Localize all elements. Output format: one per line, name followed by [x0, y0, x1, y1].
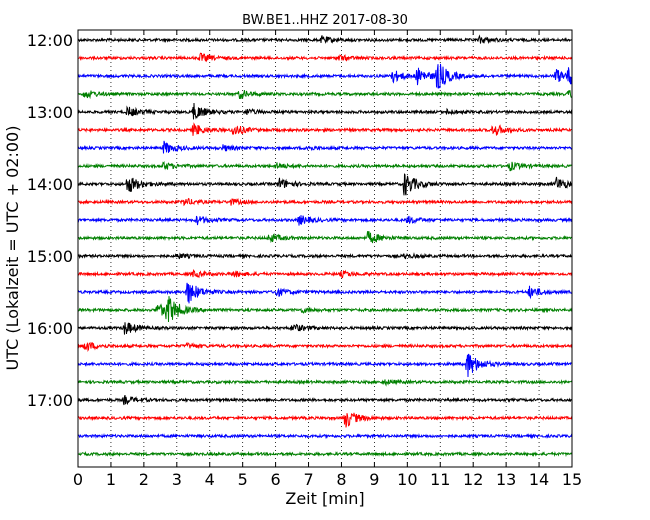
y-axis-label: UTC (Lokalzeit = UTC + 02:00) — [3, 126, 22, 371]
chart-title: BW.BE1..HHZ 2017-08-30 — [242, 13, 408, 28]
y-tick-label-4: 16:00 — [27, 319, 73, 338]
trace-1545 — [77, 296, 573, 322]
trace-1745 — [77, 450, 573, 458]
trace-1630 — [77, 353, 573, 378]
trace-group — [77, 34, 573, 458]
trace-1215 — [77, 52, 573, 63]
trace-1615 — [77, 341, 573, 353]
x-tick-label-13: 13 — [496, 470, 516, 489]
x-tick-label-8: 8 — [336, 470, 346, 489]
x-tick-label-3: 3 — [172, 470, 182, 489]
trace-1300 — [77, 102, 573, 120]
y-tick-label-5: 17:00 — [27, 391, 73, 410]
trace-1445 — [77, 231, 573, 244]
trace-1700 — [77, 394, 573, 406]
y-tick-label-2: 14:00 — [27, 175, 73, 194]
trace-1645 — [77, 378, 573, 387]
x-tick-label-10: 10 — [397, 470, 417, 489]
grid-lines — [110, 30, 540, 467]
y-tick-label-1: 13:00 — [27, 103, 73, 122]
trace-1315 — [77, 122, 573, 136]
x-tick-label-11: 11 — [430, 470, 450, 489]
x-tick-label-15: 15 — [562, 470, 582, 489]
trace-1500 — [77, 252, 573, 260]
trace-1515 — [77, 268, 573, 279]
x-tick-label-1: 1 — [106, 470, 116, 489]
trace-1230 — [77, 63, 573, 89]
trace-1345 — [77, 160, 573, 172]
x-tick-label-2: 2 — [139, 470, 149, 489]
y-tick-label-3: 15:00 — [27, 247, 73, 266]
plot-frame — [77, 29, 573, 468]
x-axis-ticks: 0 1 2 3 4 5 6 7 8 9 10 11 12 13 14 15 — [73, 30, 582, 489]
y-tick-label-0: 12:00 — [27, 31, 73, 50]
trace-1715 — [77, 412, 573, 428]
x-tick-label-7: 7 — [303, 470, 313, 489]
trace-1400 — [77, 173, 573, 196]
x-axis-label: Zeit [min] — [285, 489, 364, 508]
trace-1415 — [77, 197, 573, 207]
trace-1430 — [77, 215, 573, 226]
x-tick-label-12: 12 — [463, 470, 483, 489]
x-tick-label-9: 9 — [369, 470, 379, 489]
trace-1530 — [77, 282, 573, 304]
x-tick-label-6: 6 — [271, 470, 281, 489]
trace-1330 — [77, 140, 573, 154]
trace-1730 — [77, 432, 573, 440]
x-tick-label-0: 0 — [73, 470, 83, 489]
x-tick-label-4: 4 — [205, 470, 215, 489]
y-axis-ticks: 12:00 13:00 14:00 15:00 16:00 17:00 — [27, 31, 572, 410]
x-tick-label-14: 14 — [529, 470, 549, 489]
trace-1200 — [77, 34, 573, 45]
trace-1245 — [77, 90, 573, 100]
x-tick-label-5: 5 — [238, 470, 248, 489]
trace-1600 — [77, 322, 573, 335]
